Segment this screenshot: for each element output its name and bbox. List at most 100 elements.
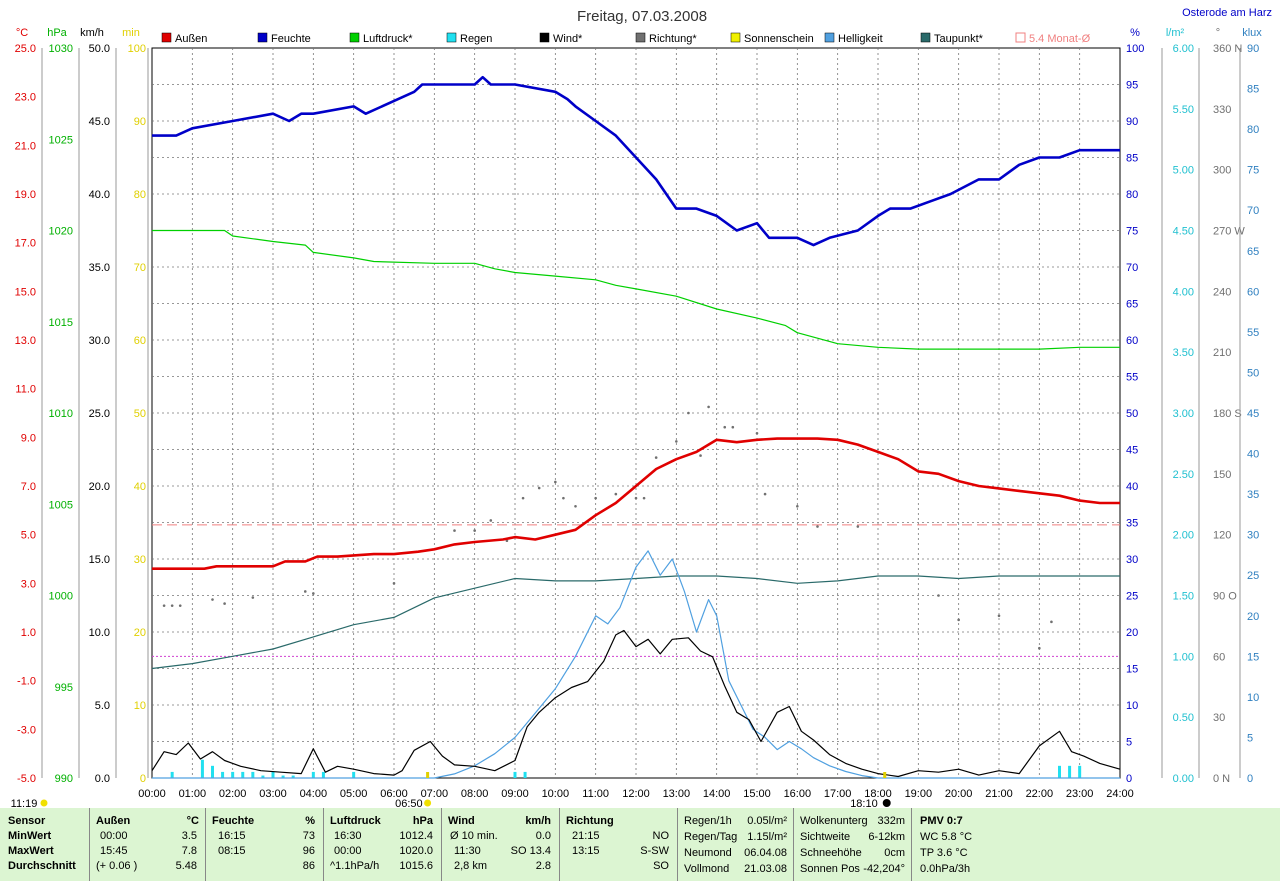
direction-point [251,596,255,599]
direction-point [723,425,727,429]
direction-point [162,604,166,607]
direction-point [796,504,799,508]
lux-tick-label: 65 [1247,246,1259,258]
rain-bar [321,771,325,778]
plot-area [151,75,1121,779]
direction-point [699,454,702,457]
richtung-min-time: 21:15 [572,830,600,842]
temp-unit: °C [16,27,28,39]
aussen-min-value: 3.5 [181,830,197,842]
rain-tick-label: 3.00 [1173,408,1194,420]
lux-tick-label: 10 [1247,692,1259,704]
direction-tick-label: 60 [1213,651,1225,663]
aussen-unit: °C [186,815,199,827]
richtung-avg-value: SO [653,860,669,872]
pressure-tick-label: 1025 [49,134,73,146]
pmv-header: PMV 0:7 [920,815,963,827]
rain-bar [241,771,245,778]
schneehoehe-label: Schneehöhe [800,847,862,859]
pmv-taupunkt: TP 3.6 °C [920,847,968,859]
direction-point [1038,646,1041,650]
legend-swatch [824,32,835,43]
humidity-tick-label: 25 [1126,591,1138,603]
sun-tick-label: 20 [134,627,146,639]
luftdruck-max-time: 00:00 [334,845,362,857]
direction-tick-label: 120 [1213,530,1231,542]
direction-unit: ° [1216,27,1220,39]
sun-tick-label: 100 [128,43,146,55]
direction-point [473,529,476,532]
feuchte-panel: Feuchte % 16:15 73 08:15 96 86 [206,808,324,881]
aussen-panel: Außen °C 00:00 3.5 15:45 7.8 (+ 0.06 ) 5… [90,808,206,881]
humidity-tick-label: 35 [1126,518,1138,530]
direction-point [707,405,710,409]
luftdruck-avg-value: 1015.6 [399,860,433,872]
rain-tick-label: 6.00 [1173,43,1194,55]
luftdruck-max-value: 1020.0 [399,845,433,857]
temp-tick-label: -1.0 [17,676,36,688]
direction-point [537,486,541,490]
temp-tick-label: 1.0 [21,627,36,639]
x-tick-label: 15:00 [743,788,771,800]
temp-tick-label: 13.0 [15,335,36,347]
humidity-tick-label: 45 [1126,445,1138,457]
humidity-tick-label: 15 [1126,664,1138,676]
axis-ticks: 25.0 23.0 21.0 19.0 17.0 15.0 13.0 11.0 9.0 7.0 5.… [15,43,1260,785]
axis-units: °C hPa km/h min% l/m² ° klux [16,27,1262,39]
direction-tick-label: 240 [1213,286,1231,298]
wind-unit: km/h [80,27,104,39]
lux-tick-label: 90 [1247,43,1259,55]
x-tick-label: 00:00 [138,788,166,800]
wind-tick-label: 5.0 [95,700,110,712]
direction-point [574,504,577,508]
luftdruck-trend: ^1.1hPa/h [330,860,380,872]
humidity-tick-label: 80 [1126,189,1138,201]
neumond-value: 06.04.08 [744,847,787,859]
direction-tick-label: 330 [1213,104,1231,116]
sun-tick-label: 80 [134,189,146,201]
x-tick-label: 14:00 [703,788,731,800]
noon-time-label: 11:19 [11,798,38,808]
humidity-tick-label: 10 [1126,700,1138,712]
wind-distance: 2,8 km [454,860,488,872]
pressure-tick-label: 1010 [49,408,73,420]
direction-point [453,529,456,532]
lux-tick-label: 80 [1247,124,1259,136]
temp-tick-label: 25.0 [15,43,36,55]
x-tick-label: 13:00 [663,788,691,800]
rain-tick-label: 0.00 [1173,773,1194,785]
x-tick-label: 08:00 [461,788,489,800]
direction-point [654,456,658,459]
sensor-panel: Sensor MinWert MaxWert Durchschnitt [0,808,90,881]
direction-point [731,425,735,429]
humidity-tick-label: 55 [1126,372,1138,384]
regen-tag-value: 1.15l/m² [747,831,787,843]
temp-tick-label: 11.0 [15,384,36,396]
wind-panel: Wind km/h Ø 10 min. 0.0 11:30 SO 13.4 2,… [442,808,560,881]
x-tick-label: 24:00 [1106,788,1134,800]
aussen-max-value: 7.8 [181,845,197,857]
feuchte-header: Feuchte [212,815,255,827]
direction-point [521,496,525,500]
wind-unit: km/h [525,815,551,827]
x-tick-label: 11:00 [582,788,609,800]
x-tick-label: 20:00 [945,788,973,800]
luftdruck-panel: Luftdruck hPa 16:30 1012.4 00:00 1020.0 … [324,808,442,881]
direction-point [642,496,646,500]
rain-bar [170,771,174,778]
direction-point [687,411,690,415]
lux-tick-label: 55 [1247,327,1259,339]
luftdruck-min-value: 1012.4 [399,830,433,842]
direction-point [937,594,940,597]
x-tick-label: 17:00 [824,788,852,800]
lux-tick-label: 40 [1247,449,1259,461]
luftdruck-unit: hPa [412,815,433,827]
rain-tick-label: 2.00 [1173,530,1194,542]
feuchte-min-time: 16:15 [218,830,246,842]
wind-series-line [151,629,1121,778]
humidity-tick-label: 70 [1126,262,1138,274]
wind-tick-label: 20.0 [89,481,110,493]
direction-point [223,602,226,605]
wind-tick-label: 15.0 [89,554,110,566]
direction-tick-label: 210 [1213,347,1231,359]
